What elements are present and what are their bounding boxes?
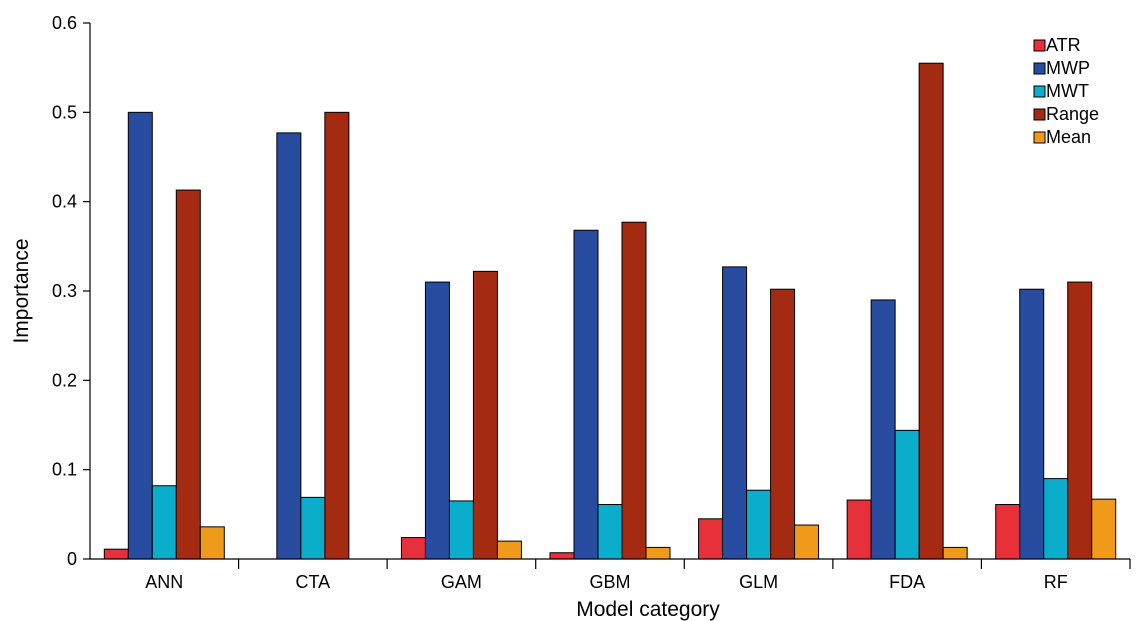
bar-gbm-range	[621, 221, 647, 560]
y-tick-label: 0.6	[52, 13, 77, 33]
legend-swatch-mean	[1033, 131, 1046, 144]
y-tick-label: 0.2	[52, 370, 77, 390]
legend-label-mean: Mean	[1046, 127, 1091, 147]
bar-glm-mean	[794, 524, 820, 560]
bar-ann-range	[175, 189, 201, 560]
x-tick-label-gbm: GBM	[589, 572, 630, 592]
y-tick-label: 0.5	[52, 102, 77, 122]
bar-glm-range	[770, 288, 796, 560]
bar-glm-atr	[698, 518, 724, 560]
bar-glm-mwt	[746, 489, 772, 560]
bar-rf-mwt	[1043, 478, 1069, 560]
y-tick-label: 0.4	[52, 192, 77, 212]
legend-swatch-mwp	[1033, 62, 1046, 75]
legend-swatch-mwt	[1033, 85, 1046, 98]
bar-fda-mwp	[870, 299, 896, 560]
x-tick-label-gam: GAM	[441, 572, 482, 592]
legend-label-range: Range	[1046, 104, 1099, 124]
bar-fda-mwt	[894, 429, 920, 560]
bar-ann-mean	[199, 526, 225, 560]
bar-ann-mwp	[127, 111, 153, 560]
x-tick-label-ann: ANN	[145, 572, 183, 592]
bar-rf-range	[1067, 281, 1093, 560]
bar-rf-mean	[1091, 498, 1117, 560]
x-tick-label-rf: RF	[1044, 572, 1068, 592]
bar-gbm-mwt	[597, 504, 623, 560]
bars	[103, 62, 1117, 560]
legend-label-mwp: MWP	[1046, 58, 1090, 78]
bar-fda-mean	[942, 546, 968, 560]
bar-glm-mwp	[722, 266, 748, 560]
bar-gam-mwp	[424, 281, 450, 560]
y-tick-label: 0	[67, 549, 77, 569]
legend: ATR MWP MWT Range Mean	[1033, 35, 1099, 147]
legend-label-atr: ATR	[1046, 35, 1081, 55]
legend-swatch-range	[1033, 108, 1046, 121]
bar-gbm-mwp	[573, 229, 599, 560]
bar-gam-mean	[496, 540, 522, 560]
y-tick-label: 0.3	[52, 281, 77, 301]
legend-label-mwt: MWT	[1046, 81, 1089, 101]
bar-rf-atr	[995, 504, 1021, 560]
bar-gam-mwt	[448, 500, 474, 560]
y-tick-label: 0.1	[52, 460, 77, 480]
bar-fda-atr	[846, 499, 872, 560]
bar-ann-mwt	[151, 485, 177, 560]
bar-cta-mwp	[276, 132, 302, 560]
bar-gbm-atr	[549, 552, 575, 560]
bar-gam-range	[472, 270, 498, 560]
x-axis-label: Model category	[576, 598, 720, 621]
x-tick-label-cta: CTA	[296, 572, 331, 592]
bar-cta-range	[324, 111, 350, 560]
y-axis-ticks: 0 0.1 0.2 0.3 0.4 0.5 0.6	[52, 13, 90, 569]
bar-cta-mwt	[300, 496, 326, 560]
x-axis-ticks: ANN CTA GAM GBM GLM FDA RF	[145, 559, 1131, 592]
legend-swatch-atr	[1033, 39, 1046, 52]
bar-gam-atr	[400, 537, 426, 560]
bar-rf-mwp	[1019, 288, 1045, 560]
y-axis-label: Importance	[10, 238, 33, 343]
bar-ann-atr	[103, 548, 129, 560]
x-tick-label-glm: GLM	[739, 572, 778, 592]
bar-fda-range	[918, 62, 944, 560]
x-tick-label-fda: FDA	[889, 572, 925, 592]
bar-gbm-mean	[645, 546, 671, 560]
